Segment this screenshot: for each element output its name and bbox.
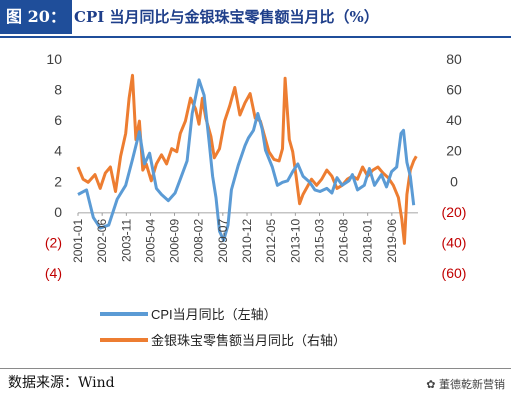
x-tick-label: 2012-05 <box>264 219 278 263</box>
right-tick-label: 80 <box>446 51 462 67</box>
x-tick-label: 2002-06 <box>95 219 109 263</box>
jewelry-series-line <box>76 73 418 245</box>
x-tick-label: 2016-08 <box>337 219 351 263</box>
left-tick-label: (2) <box>45 234 62 250</box>
chart-title: CPI 当月同比与金银珠宝零售额当月比（%） <box>74 8 379 26</box>
x-tick-label: 2001-01 <box>71 219 85 263</box>
legend-label: 金银珠宝零售额当月同比（右轴） <box>151 333 346 348</box>
x-tick-label: 2013-10 <box>288 219 302 263</box>
left-tick-label: 0 <box>54 204 62 220</box>
left-tick-label: 4 <box>54 143 62 159</box>
right-tick-label: (20) <box>442 204 467 220</box>
source-note: 数据来源：Wind <box>8 375 115 391</box>
right-axis: 80 60 40 20 0 (20) (40) (60) <box>442 51 467 281</box>
left-tick-label: 10 <box>46 51 62 67</box>
left-tick-label: 6 <box>54 112 62 128</box>
right-tick-label: 20 <box>446 143 462 159</box>
series-layer <box>76 73 418 245</box>
legend-label: CPI当月同比（左轴） <box>151 307 277 322</box>
right-tick-label: (40) <box>442 234 467 250</box>
right-tick-label: 60 <box>446 82 462 98</box>
header-divider <box>0 36 511 38</box>
legend: CPI当月同比（左轴） 金银珠宝零售额当月同比（右轴） <box>100 307 346 348</box>
right-tick-label: 40 <box>446 112 462 128</box>
watermark: ✿ 董德乾新营销 <box>426 378 505 391</box>
x-tick-label: 2008-02 <box>192 219 206 263</box>
footer-divider <box>0 368 511 369</box>
x-tick-label: 2015-03 <box>312 219 326 263</box>
left-axis: 10 8 6 4 2 0 (2) (4) <box>45 51 62 281</box>
right-tick-label: 0 <box>450 173 458 189</box>
left-tick-label: 8 <box>54 82 62 98</box>
x-tick-label: 2018-01 <box>361 219 375 263</box>
right-tick-label: (60) <box>442 265 467 281</box>
figure-header: 图 20： CPI 当月同比与金银珠宝零售额当月比（%） <box>0 0 511 34</box>
x-tick-label: 2005-04 <box>143 219 157 263</box>
x-tick-label: 2003-11 <box>119 219 133 262</box>
x-tick-label: 2010-12 <box>240 219 254 263</box>
figure-number: 图 20： <box>0 0 72 34</box>
x-tick-label: 2019-06 <box>385 219 399 263</box>
left-tick-label: (4) <box>45 265 62 281</box>
left-tick-label: 2 <box>54 173 62 189</box>
x-axis: 2001-01 2002-06 2003-11 2005-04 2006-09 2008-… <box>71 212 399 263</box>
cpi-series-line <box>77 78 416 242</box>
x-tick-label: 2009-07 <box>216 219 230 263</box>
x-tick-label: 2006-09 <box>168 219 182 263</box>
